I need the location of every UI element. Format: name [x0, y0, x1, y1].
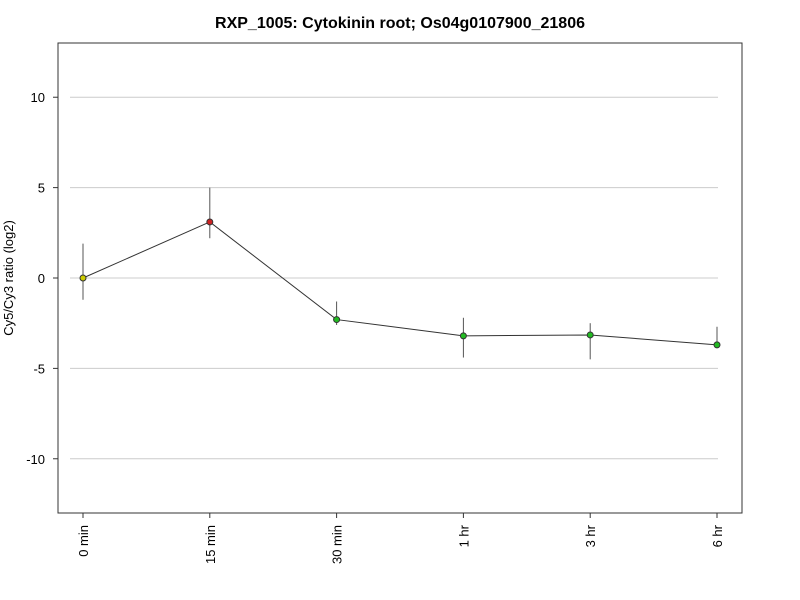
series-polyline: [82, 221, 718, 346]
data-point: [79, 274, 87, 282]
data-point: [586, 331, 594, 339]
data-point: [459, 332, 467, 340]
x-tick-label: 6 hr: [710, 524, 725, 547]
y-axis-ticks: 10 5 0 -5 -10: [26, 90, 58, 467]
y-tick-label: -10: [26, 452, 45, 467]
y-axis-label: Cy5/Cy3 ratio (log2): [1, 220, 16, 336]
data-point: [713, 341, 721, 349]
chart-title: RXP_1005: Cytokinin root; Os04g0107900_2…: [215, 15, 585, 32]
data-points: [79, 218, 721, 349]
y-tick-label: 5: [38, 181, 45, 196]
x-tick-label: 15 min: [203, 525, 218, 564]
x-tick-label: 0 min: [76, 525, 91, 557]
data-point: [206, 218, 214, 226]
y-tick-label: -5: [33, 361, 45, 376]
x-tick-label: 1 hr: [456, 524, 471, 547]
x-tick-label: 3 hr: [583, 524, 598, 547]
y-tick-label: 0: [38, 271, 45, 286]
y-tick-label: 10: [31, 90, 45, 105]
x-tick-label: 30 min: [330, 525, 345, 564]
x-axis-ticks: 0 min 15 min 30 min 1 hr 3 hr 6 hr: [76, 513, 725, 564]
data-point: [333, 316, 341, 324]
error-bars: [82, 187, 718, 360]
grid-lines: [70, 96, 718, 460]
series-line: [82, 221, 718, 346]
